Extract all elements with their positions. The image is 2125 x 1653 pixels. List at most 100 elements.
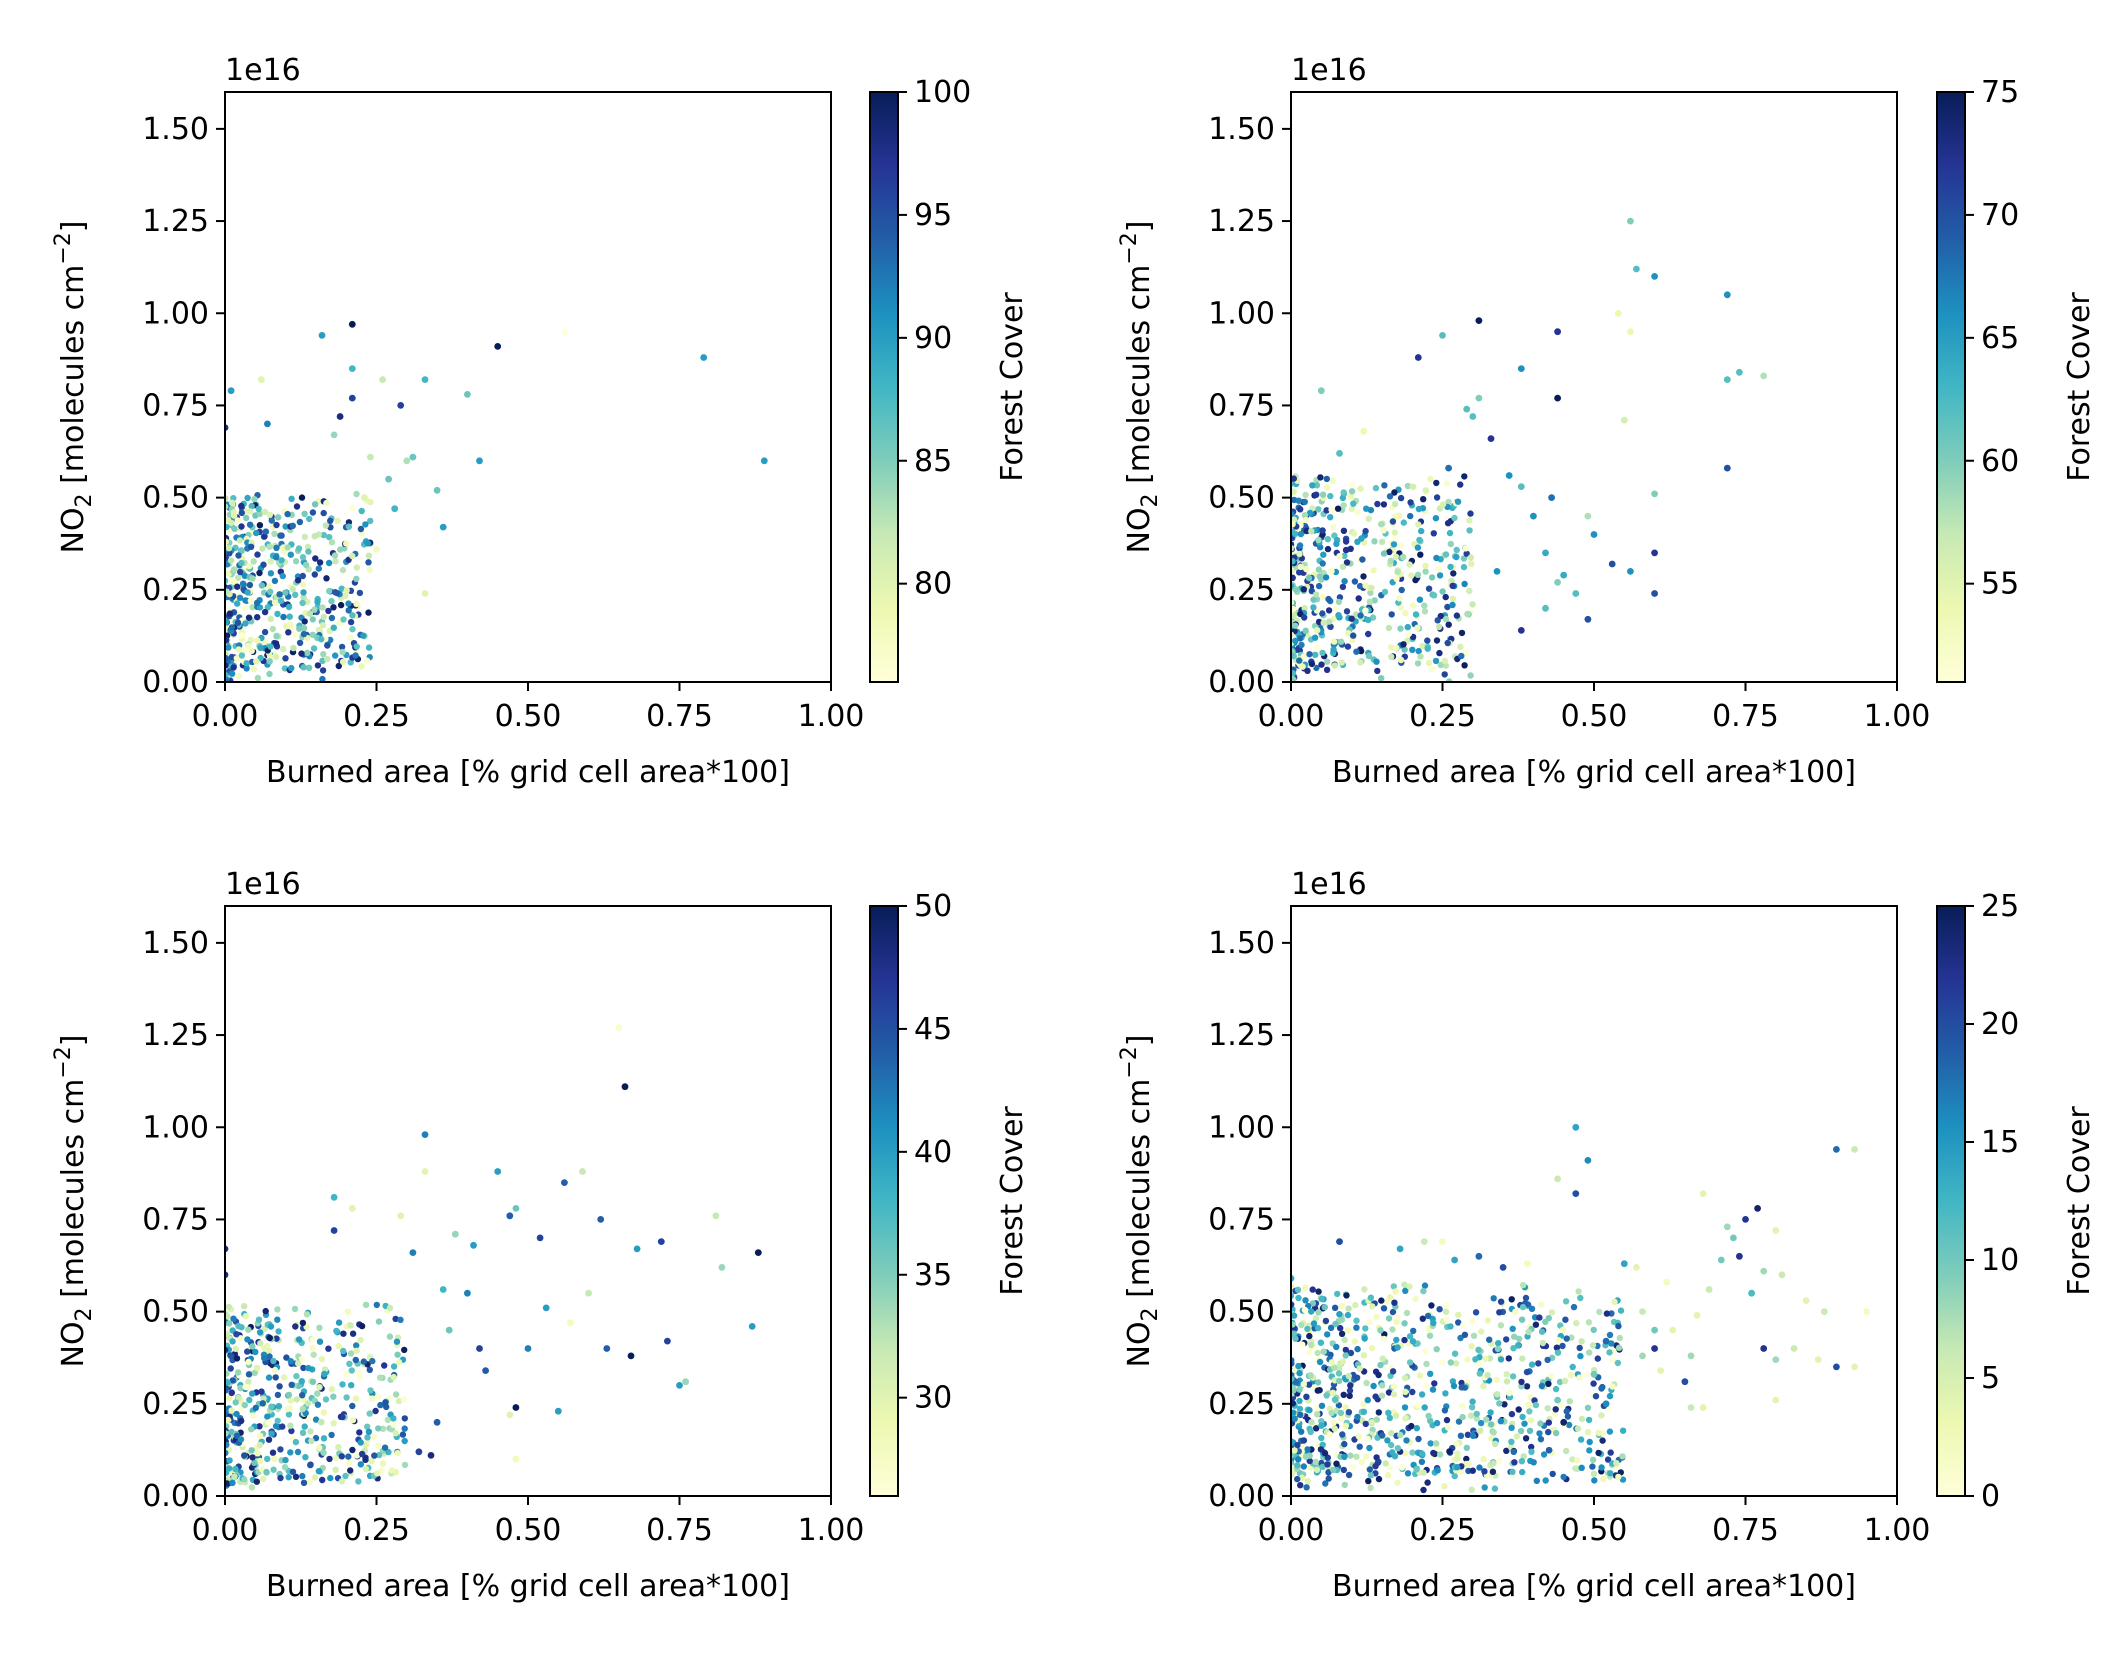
scatter-point (1304, 667, 1311, 674)
scatter-point (1489, 1468, 1497, 1476)
colorbar-tick-label: 85 (914, 444, 952, 479)
scatter-point (1639, 1352, 1646, 1360)
scatter-point (1404, 637, 1411, 644)
scatter-point (264, 1342, 271, 1350)
scatter-point (1437, 661, 1444, 669)
scatter-point (1611, 1298, 1618, 1306)
scatter-point (314, 598, 321, 606)
scatter-point (1343, 559, 1351, 566)
scatter-point (1452, 1360, 1460, 1367)
scatter-point (1297, 1411, 1304, 1419)
scatter-point (748, 1323, 756, 1330)
scatter-point (1651, 590, 1658, 597)
scatter-point (1760, 372, 1768, 380)
scatter-point (1681, 1378, 1689, 1386)
scatter-point (1523, 1260, 1531, 1268)
scatter-point (1337, 1324, 1344, 1332)
scatter-point (1723, 1223, 1731, 1231)
y-tick-label: 1.25 (142, 1018, 209, 1053)
scatter-point (1548, 1372, 1555, 1380)
scatter-point (367, 517, 374, 525)
scatter-point (1760, 1267, 1768, 1275)
scatter-point (1386, 1463, 1394, 1471)
scatter-point (1313, 482, 1321, 489)
scatter-point (1319, 649, 1326, 657)
scatter-point (381, 1362, 388, 1369)
scatter-point (1459, 1402, 1466, 1410)
scatter-point (1468, 1486, 1475, 1493)
scatter-point (1590, 1370, 1598, 1378)
y-label-end: ] (56, 1034, 91, 1046)
scatter-point (1312, 591, 1320, 598)
scatter-point (362, 1465, 370, 1473)
scatter-point (296, 639, 304, 646)
scatter-point (1340, 502, 1347, 509)
scatter-point (1468, 1404, 1476, 1411)
scatter-point (1536, 1314, 1543, 1321)
scatter-point (227, 387, 235, 395)
scatter-point (1322, 1317, 1330, 1325)
scatter-point (249, 1412, 257, 1419)
scatter-point (242, 1313, 249, 1320)
scatter-point (1325, 1475, 1332, 1482)
scatter-point (1385, 1409, 1392, 1417)
scatter-point (1447, 563, 1454, 571)
scatter-point (1438, 1359, 1446, 1366)
scatter-point (1401, 1450, 1409, 1457)
scatter-point (1365, 616, 1372, 624)
scatter-point (1560, 571, 1568, 579)
scatter-point (1433, 494, 1441, 501)
scatter-point (1539, 1339, 1547, 1347)
scatter-point (1300, 1463, 1308, 1470)
scatter-point (1336, 1238, 1343, 1245)
scatter-point (1444, 639, 1451, 647)
scatter-point (1314, 627, 1321, 634)
scatter-point (1321, 1304, 1329, 1311)
scatter-point (391, 505, 399, 513)
scatter-point (1730, 1234, 1737, 1242)
scatter-point (1503, 1378, 1511, 1385)
scatter-point (369, 1395, 376, 1402)
scatter-point (1373, 658, 1380, 665)
scatter-point (360, 1358, 367, 1365)
scatter-point (1522, 1435, 1530, 1442)
scatter-point (364, 1423, 371, 1430)
scatter-point (353, 643, 360, 650)
axis-offset-text: 1e16 (225, 867, 301, 902)
scatter-point (482, 1367, 489, 1374)
scatter-point (1341, 1440, 1348, 1448)
scatter-point (1445, 464, 1452, 472)
scatter-point (476, 457, 483, 465)
scatter-point (1360, 573, 1367, 580)
scatter-point (355, 1368, 362, 1376)
scatter-point (270, 1466, 277, 1473)
scatter-point (1360, 1408, 1368, 1416)
scatter-point (277, 1446, 284, 1453)
scatter-point (1586, 1349, 1593, 1356)
scatter-point (228, 499, 236, 506)
scatter-point (1315, 566, 1323, 573)
scatter-point (261, 608, 269, 616)
scatter-point (227, 1365, 234, 1372)
scatter-point (1538, 1328, 1546, 1335)
scatter-point (1373, 1416, 1381, 1423)
scatter-point (356, 1429, 363, 1436)
scatter-point (258, 582, 266, 589)
scatter-point (338, 1478, 346, 1485)
y-tick-label: 0.75 (142, 388, 209, 423)
scatter-point (1302, 1453, 1310, 1460)
scatter-point (347, 1322, 354, 1329)
scatter-point (343, 587, 350, 594)
scatter-point (276, 1383, 283, 1390)
scatter-point (1383, 1298, 1391, 1306)
scatter-point (1490, 1460, 1497, 1467)
scatter-point (1455, 1311, 1462, 1319)
colorbar-label: Forest Cover (995, 1106, 1030, 1296)
x-axis-label: Burned area [% grid cell area*100] (266, 1569, 790, 1604)
scatter-point (1468, 560, 1475, 567)
y-label-subscript: 2 (1138, 493, 1163, 507)
scatter-point (227, 557, 235, 564)
scatter-point (1454, 1455, 1461, 1462)
scatter-point (1497, 1356, 1505, 1363)
scatter-point (1572, 1190, 1580, 1197)
